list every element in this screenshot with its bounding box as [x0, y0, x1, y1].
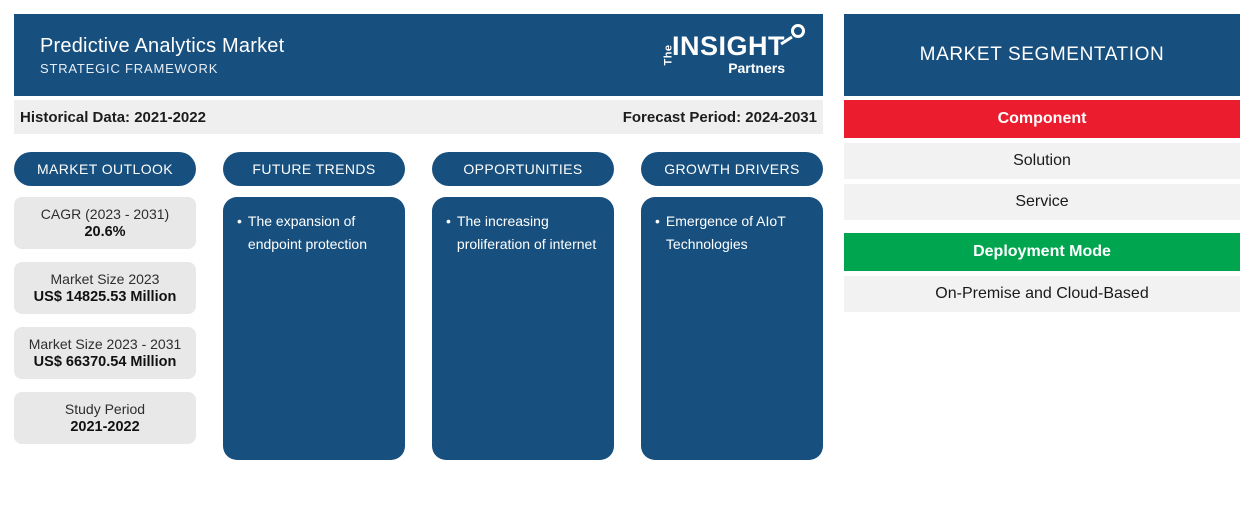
stat-card-market-size-2023-2031: Market Size 2023 - 2031 US$ 66370.54 Mil…	[14, 327, 196, 379]
segment-item-service: Service	[844, 184, 1240, 220]
title-header: Predictive Analytics Market STRATEGIC FR…	[14, 14, 823, 96]
future-trends-list: • The expansion of endpoint protection	[237, 210, 393, 256]
growth-drivers-list: • Emergence of AIoT Technologies	[655, 210, 811, 256]
future-trends-pill: FUTURE TRENDS	[223, 152, 405, 186]
stat-label: Market Size 2023	[50, 271, 160, 287]
stat-value: US$ 66370.54 Million	[33, 354, 177, 370]
logo-insight-text: INSIGHT	[671, 24, 805, 62]
page-subtitle: STRATEGIC FRAMEWORK	[40, 60, 219, 76]
stat-value: 2021-2022	[70, 419, 140, 435]
magnifier-circle-icon	[791, 24, 805, 39]
opportunities-pill: OPPORTUNITIES	[432, 152, 614, 186]
stat-label: CAGR (2023 - 2031)	[40, 206, 170, 222]
bullet-icon: •	[655, 213, 660, 229]
segment-category-deployment-mode: Deployment Mode	[844, 233, 1240, 271]
bullet-text: The expansion of endpoint protection	[247, 213, 367, 253]
bullet-icon: •	[446, 213, 451, 229]
period-bar: Historical Data: 2021-2022 Forecast Peri…	[14, 100, 823, 134]
stat-card-market-size-2023: Market Size 2023 US$ 14825.53 Million	[14, 262, 196, 314]
growth-drivers-pill: GROWTH DRIVERS	[641, 152, 823, 186]
insight-partners-logo: The INSIGHT Partners	[658, 24, 805, 77]
stat-label: Study Period	[64, 401, 146, 417]
stat-label: Market Size 2023 - 2031	[28, 336, 182, 352]
logo-partners-text: Partners	[728, 60, 785, 77]
main-region: Predictive Analytics Market STRATEGIC FR…	[14, 14, 823, 460]
opportunities-list: • The increasing proliferation of intern…	[446, 210, 602, 256]
historical-data-label: Historical Data: 2021-2022	[20, 108, 206, 126]
stat-value: 20.6%	[84, 224, 126, 240]
logo-text-column: INSIGHT Partners	[671, 24, 805, 77]
growth-drivers-box: • Emergence of AIoT Technologies	[641, 197, 823, 460]
segment-item-on-premise-cloud: On-Premise and Cloud-Based	[844, 276, 1240, 312]
stat-card-cagr: CAGR (2023 - 2031) 20.6%	[14, 197, 196, 249]
segment-category-component: Component	[844, 100, 1240, 138]
segmentation-panel: MARKET SEGMENTATION Component Solution S…	[844, 14, 1240, 317]
bullet-text: Emergence of AIoT Technologies	[665, 213, 786, 253]
logo-insight-word: INSIGHT	[671, 31, 785, 62]
opportunities-box: • The increasing proliferation of intern…	[432, 197, 614, 460]
bullet-item: • Emergence of AIoT Technologies	[655, 210, 811, 256]
stat-value: US$ 14825.53 Million	[33, 289, 177, 305]
page-title: Predictive Analytics Market	[40, 34, 285, 57]
stat-card-study-period: Study Period 2021-2022	[14, 392, 196, 444]
bullet-item: • The increasing proliferation of intern…	[446, 210, 602, 256]
future-trends-box: • The expansion of endpoint protection	[223, 197, 405, 460]
segment-item-solution: Solution	[844, 143, 1240, 179]
market-outlook-stats: CAGR (2023 - 2031) 20.6% Market Size 202…	[14, 197, 196, 460]
bullet-text: The increasing proliferation of internet	[456, 213, 597, 253]
bullet-item: • The expansion of endpoint protection	[237, 210, 393, 256]
framework-grid: MARKET OUTLOOK FUTURE TRENDS OPPORTUNITI…	[14, 152, 823, 460]
segmentation-title: MARKET SEGMENTATION	[844, 14, 1240, 96]
bullet-icon: •	[237, 213, 242, 229]
title-block: Predictive Analytics Market STRATEGIC FR…	[40, 35, 284, 76]
market-outlook-pill: MARKET OUTLOOK	[14, 152, 196, 186]
forecast-period-label: Forecast Period: 2024-2031	[622, 108, 817, 126]
